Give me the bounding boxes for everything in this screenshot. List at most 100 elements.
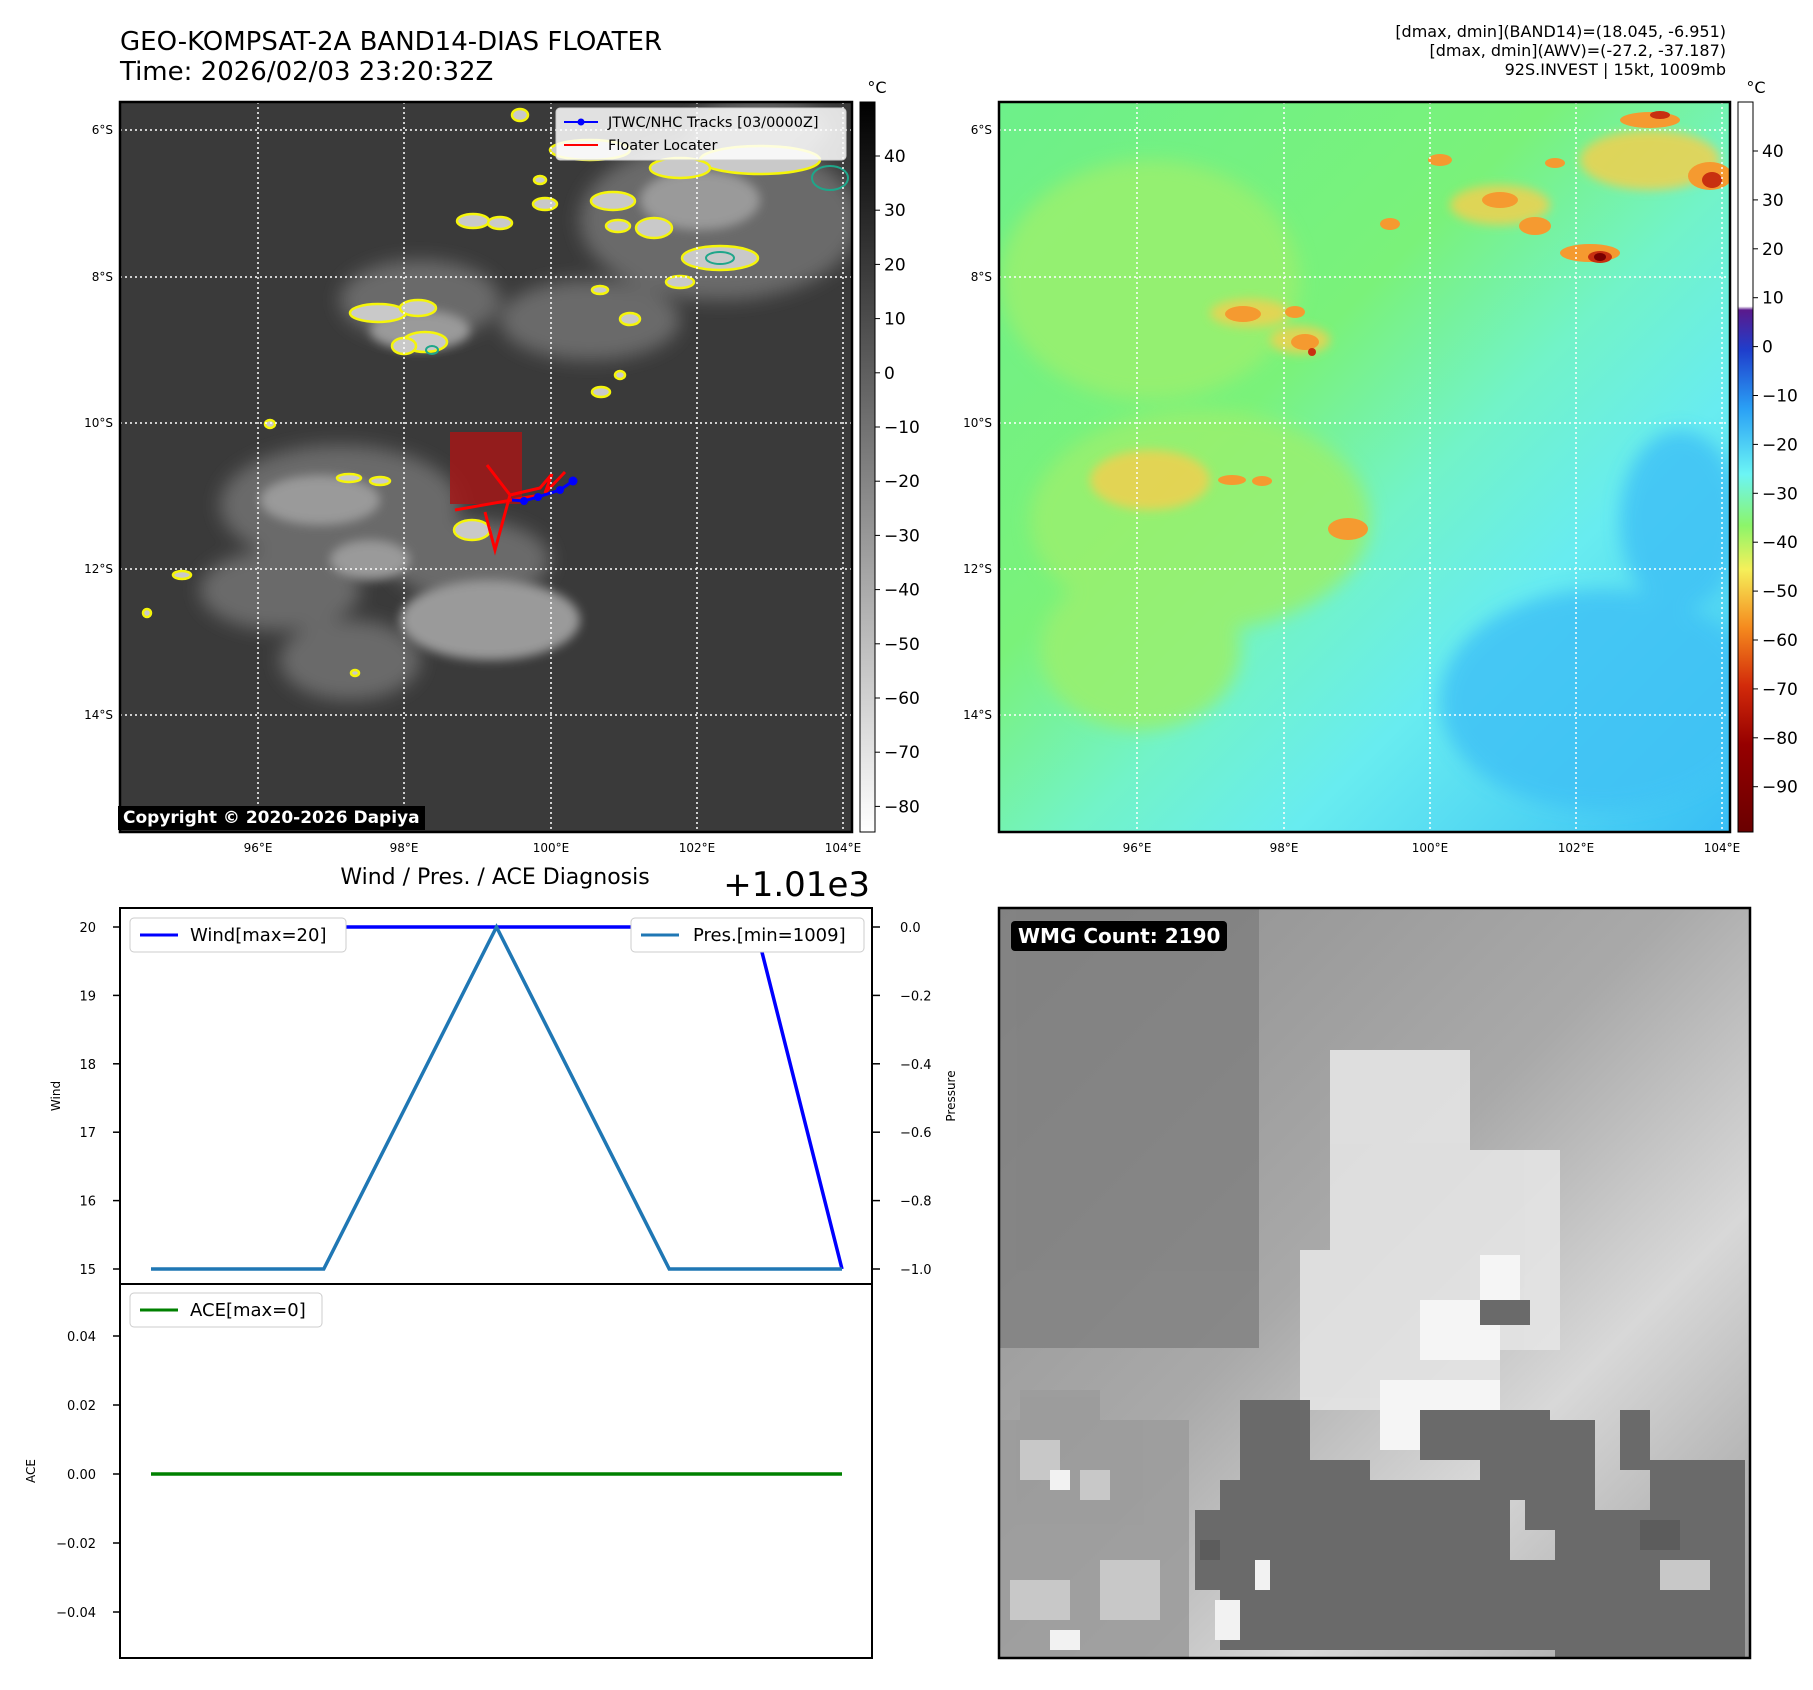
awv-colorbar-ticks: 40 30 20 10 0 −10 −20 −30 −40 −50 −60 −70 −80 −90 [1753,142,1798,798]
awv-lat-tick: 12°S [963,562,992,576]
legend-track-label: JTWC/NHC Tracks [03/0000Z] [607,115,819,131]
ir-colorbar-unit: °C [867,78,886,97]
ir-colorbar-tick-label: 20 [884,255,906,275]
awv-colorbar-tick-label: 10 [1762,289,1784,309]
ir-lat-ticks: 6°S 8°S 10°S 12°S 14°S [84,123,113,722]
wind-legend: Wind[max=20] [129,917,347,953]
ir-colder-contours [425,165,849,355]
wind-legend-box [129,917,347,953]
awv-colorbar-tick-label: −70 [1762,680,1798,700]
awv-colorbar-tick-label: −50 [1762,582,1798,602]
ir-colorbar-tick-label: 0 [884,364,895,384]
awv-lon-tick: 104°E [1704,841,1741,855]
awv-lon-ticks: 96°E 98°E 100°E 102°E 104°E [1123,841,1741,855]
ir-lon-tick: 104°E [825,841,862,855]
floater-line-2 [483,464,512,556]
pressure-tick-label: −0.6 [900,1126,932,1141]
awv-colorbar-tick-label: −60 [1762,631,1798,651]
awv-colorbar-tick-label: 40 [1762,142,1784,162]
awv-colorbar-tick-label: −10 [1762,387,1798,407]
awv-colorbar-tick-label: −90 [1762,778,1798,798]
ace-legend-box [129,1292,323,1328]
ir-colorbar-tick-label: 30 [884,201,906,221]
ir-colorbar-tick-label: −50 [884,635,920,655]
ir-lat-tick: 6°S [92,123,113,137]
diagnosis-panel: Wind / Pres. / ACE Diagnosis +1.01e3 Win… [49,865,958,1285]
floater-box [450,432,522,504]
legend-track-marker [577,118,585,126]
wind-tick-label: 17 [79,1126,96,1141]
awv-colorbar-tick-label: 30 [1762,191,1784,211]
ace-tick-label: −0.02 [56,1537,96,1552]
ir-cloud-field [141,102,852,700]
ir-lon-tick: 98°E [390,841,419,855]
diagnosis-title: Wind / Pres. / ACE Diagnosis [340,865,649,890]
pressure-tick-label: −0.4 [900,1058,932,1073]
wind-y-ticks: 20 19 18 17 16 15 [79,921,120,1278]
pressure-legend: Pres.[min=1009] [630,917,865,953]
jtwc-track-points [520,476,578,505]
info-line-2: [dmax, dmin](AWV)=(-27.2, -37.187) [1429,41,1726,60]
ir-colorbar-ticks: 40 30 20 10 0 −10 −20 −30 −40 −50 −60 −70 −80 [875,147,920,817]
title-line-1: GEO-KOMPSAT-2A BAND14-DIAS FLOATER [120,27,663,57]
awv-colorbar-gradient [1737,101,1754,833]
ir-lon-ticks: 96°E 98°E 100°E 102°E 104°E [244,841,862,855]
awv-lat-tick: 8°S [971,270,992,284]
title-line-2: Time: 2026/02/03 23:20:32Z [120,57,494,87]
wmg-panel [997,906,1752,1660]
ir-lat-tick: 14°S [84,708,113,722]
awv-dry-patches [1218,112,1730,540]
awv-colorbar-unit: °C [1746,78,1765,97]
awv-colorbar-tick-label: −40 [1762,533,1798,553]
awv-moisture-field [1000,111,1730,810]
pressure-tick-label: −1.0 [900,1263,932,1278]
awv-lat-ticks: 6°S 8°S 10°S 12°S 14°S [963,123,992,722]
floater-line-3 [509,470,567,497]
awv-colorbar-tick-label: −20 [1762,435,1798,455]
legend-floater-label: Floater Locater [608,138,717,154]
ir-legend: JTWC/NHC Tracks [03/0000Z] Floater Locat… [555,107,847,161]
info-line-3: 92S.INVEST | 15kt, 1009mb [1504,60,1726,79]
ace-legend-label: ACE[max=0] [190,1300,306,1321]
pressure-legend-box [630,917,865,953]
wind-tick-label: 20 [79,921,96,936]
awv-map-panel: 6°S 8°S 10°S 12°S 14°S 96°E 98°E 100°E 1… [963,100,1741,855]
info-line-1: [dmax, dmin](BAND14)=(18.045, -6.951) [1395,22,1726,41]
ir-colorbar-tick-label: −70 [884,743,920,763]
ace-legend: ACE[max=0] [129,1292,323,1328]
awv-driest-spot [1594,253,1606,261]
wind-tick-label: 18 [79,1058,96,1073]
ir-colorbar-tick-label: −40 [884,581,920,601]
awv-colorbar-tick-label: 20 [1762,240,1784,260]
copyright-badge: Copyright © 2020-2026 Dapiya [118,806,425,830]
wmg-frame [997,906,1752,1660]
ir-colorbar-tick-label: −20 [884,472,920,492]
ir-colorbar: °C 40 30 20 10 0 −10 −20 −30 −40 −50 −60 −70 −80 [859,78,920,833]
ir-colorbar-tick-label: 10 [884,310,906,330]
pressure-tick-label: 0.0 [900,921,921,936]
awv-gridlines [999,102,1730,832]
ace-tick-label: 0.04 [67,1330,96,1345]
wind-tick-label: 19 [79,989,96,1004]
awv-lat-tick: 14°S [963,708,992,722]
ir-colorbar-tick-label: −80 [884,797,920,817]
ir-gridlines [120,102,852,832]
wind-tick-label: 16 [79,1195,96,1210]
ir-colorbar-tick-label: 40 [884,147,906,167]
ir-colorbar-tick-label: −30 [884,526,920,546]
wmg-dark-blocks [1195,1300,1745,1658]
awv-lon-tick: 96°E [1123,841,1152,855]
awv-lon-tick: 102°E [1558,841,1595,855]
ir-lat-tick: 8°S [92,270,113,284]
awv-colorbar: °C 40 30 20 10 0 −10 −20 −30 −40 −50 −60 −70 −80 −90 [1737,78,1798,833]
pressure-tick-label: −0.8 [900,1195,932,1210]
awv-map-frame [997,100,1732,834]
ir-lon-tick: 100°E [533,841,570,855]
pressure-axis-label: Pressure [944,1070,958,1121]
wind-tick-label: 15 [79,1263,96,1278]
awv-colorbar-tick-label: 0 [1762,338,1773,358]
ace-panel: ACE 0.04 0.02 0.00 −0.02 −0.04 ACE[max=0] [24,1283,873,1659]
awv-colorbar-tick-label: −80 [1762,729,1798,749]
ir-legend-box [555,107,847,161]
